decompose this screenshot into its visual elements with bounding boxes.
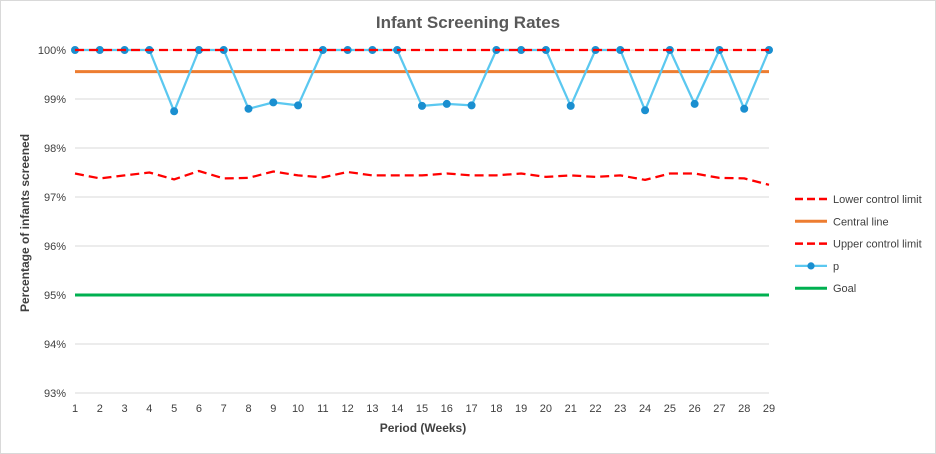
x-tick-label: 24: [639, 403, 651, 415]
y-tick-label: 96%: [44, 241, 66, 253]
x-tick-label: 14: [391, 403, 403, 415]
y-axis-title: Percentage of infants screened: [18, 134, 32, 312]
x-tick-label: 27: [713, 403, 725, 415]
x-axis-title: Period (Weeks): [380, 421, 466, 435]
legend-label: Goal: [833, 283, 856, 295]
data-point-p: [467, 101, 476, 110]
x-tick-label: 16: [441, 403, 453, 415]
y-tick-label: 98%: [44, 143, 66, 155]
data-point-p: [170, 107, 179, 116]
x-tick-label: 28: [738, 403, 750, 415]
x-tick-label: 19: [515, 403, 527, 415]
data-point-p: [641, 106, 650, 115]
data-point-p: [294, 101, 303, 110]
x-tick-label: 22: [589, 403, 601, 415]
x-tick-label: 4: [146, 403, 152, 415]
x-tick-label: 13: [366, 403, 378, 415]
legend-item-lower-control-limit: Lower control limit: [795, 194, 922, 206]
x-tick-label: 26: [689, 403, 701, 415]
x-tick-label: 12: [342, 403, 354, 415]
legend-label: Central line: [833, 216, 889, 228]
legend: Lower control limit Central line Upper con…: [795, 194, 922, 295]
data-point-p: [690, 99, 699, 108]
y-tick-label: 95%: [44, 290, 66, 302]
y-axis-ticks: 93% 94% 95% 96% 97% 98% 99% 100%: [38, 45, 66, 400]
x-tick-label: 21: [565, 403, 577, 415]
data-point-p: [566, 101, 575, 110]
x-tick-label: 18: [490, 403, 502, 415]
x-tick-label: 2: [97, 403, 103, 415]
data-point-p: [269, 98, 278, 107]
x-tick-label: 1: [72, 403, 78, 415]
chart-title: Infant Screening Rates: [376, 13, 560, 32]
x-tick-label: 29: [763, 403, 775, 415]
x-axis-ticks: 1 2 3 4 5 6 7 8 9 10 11 12 13 14 15 16 17 18 19 20 21 22 23 24 2…: [72, 403, 775, 415]
legend-item-p: p: [795, 261, 839, 273]
x-tick-label: 5: [171, 403, 177, 415]
legend-marker: [807, 262, 815, 270]
data-point-p: [442, 99, 451, 108]
legend-label: p: [833, 261, 839, 273]
x-tick-label: 7: [221, 403, 227, 415]
legend-item-goal: Goal: [795, 283, 856, 295]
data-point-p: [244, 104, 253, 113]
x-tick-label: 10: [292, 403, 304, 415]
series-layer: [71, 46, 774, 297]
y-tick-label: 93%: [44, 388, 66, 400]
legend-item-upper-control-limit: Upper control limit: [795, 239, 922, 251]
legend-label: Lower control limit: [833, 194, 922, 206]
y-tick-label: 94%: [44, 339, 66, 351]
x-tick-label: 17: [465, 403, 477, 415]
data-point-p: [740, 104, 749, 113]
y-tick-label: 97%: [44, 192, 66, 204]
x-tick-label: 6: [196, 403, 202, 415]
x-tick-label: 23: [614, 403, 626, 415]
x-tick-label: 9: [270, 403, 276, 415]
x-tick-label: 11: [317, 403, 328, 415]
x-tick-label: 3: [122, 403, 128, 415]
legend-label: Upper control limit: [833, 239, 922, 251]
x-tick-label: 20: [540, 403, 552, 415]
x-tick-label: 25: [664, 403, 676, 415]
y-tick-label: 100%: [38, 45, 66, 57]
y-tick-label: 99%: [44, 94, 66, 106]
series-line-lower-control-limit: [74, 169, 770, 186]
legend-item-central-line: Central line: [795, 216, 889, 228]
x-tick-label: 15: [416, 403, 428, 415]
x-tick-label: 8: [245, 403, 251, 415]
data-point-p: [417, 101, 426, 110]
